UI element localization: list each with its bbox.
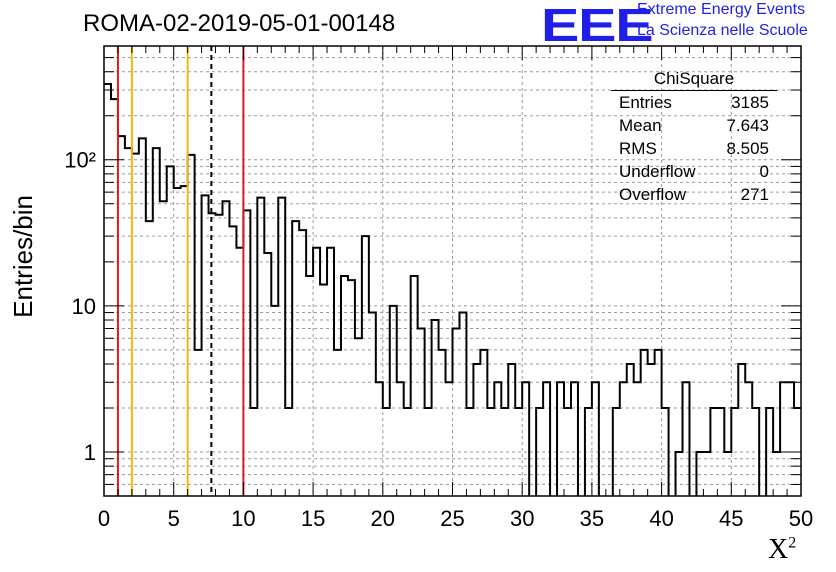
x-tick-label: 15 xyxy=(301,506,325,531)
stats-value: 3185 xyxy=(731,93,769,112)
stats-title: ChiSquare xyxy=(611,68,777,91)
stats-label: Mean xyxy=(619,116,662,135)
stats-row-mean: Mean 7.643 xyxy=(611,114,777,137)
x-tick-label: 50 xyxy=(789,506,813,531)
stats-value: 7.643 xyxy=(726,116,769,135)
y-tick-label: 10² xyxy=(64,148,96,173)
stats-row-rms: RMS 8.505 xyxy=(611,137,777,160)
stats-value: 0 xyxy=(759,162,769,181)
stats-row-entries: Entries 3185 xyxy=(611,91,777,114)
logo-text-line2: La Scienza nelle Scuole xyxy=(637,22,808,39)
x-tick-label: 5 xyxy=(168,506,180,531)
logo-text-line1: Extreme Energy Events xyxy=(637,1,806,18)
x-tick-label: 0 xyxy=(98,506,110,531)
x-tick-label: 45 xyxy=(719,506,743,531)
x-tick-label: 10 xyxy=(231,506,255,531)
x-tick-label: 40 xyxy=(649,506,673,531)
stats-value: 8.505 xyxy=(726,139,769,158)
x-tick-label: 30 xyxy=(510,506,534,531)
x-tick-label: 25 xyxy=(440,506,464,531)
x-tick-label: 35 xyxy=(580,506,604,531)
stats-label: Entries xyxy=(619,93,672,112)
plot-title: ROMA-02-2019-05-01-00148 xyxy=(83,10,396,37)
stats-label: Overflow xyxy=(619,185,687,204)
stats-value: 271 xyxy=(740,185,769,204)
stats-label: Underflow xyxy=(619,162,696,181)
y-axis-label: Entries/bin xyxy=(8,195,38,318)
x-tick-label: 20 xyxy=(371,506,395,531)
eee-logo: EEE xyxy=(541,0,654,51)
stats-box: ChiSquare Entries 3185 Mean 7.643 RMS 8.505… xyxy=(611,68,777,206)
x-axis-label: X2 xyxy=(768,534,797,565)
stats-row-underflow: Underflow 0 xyxy=(611,160,777,183)
y-tick-label: 1 xyxy=(84,440,96,465)
stats-label: RMS xyxy=(619,139,657,158)
stats-row-overflow: Overflow 271 xyxy=(611,183,777,206)
y-tick-label: 10 xyxy=(72,294,96,319)
